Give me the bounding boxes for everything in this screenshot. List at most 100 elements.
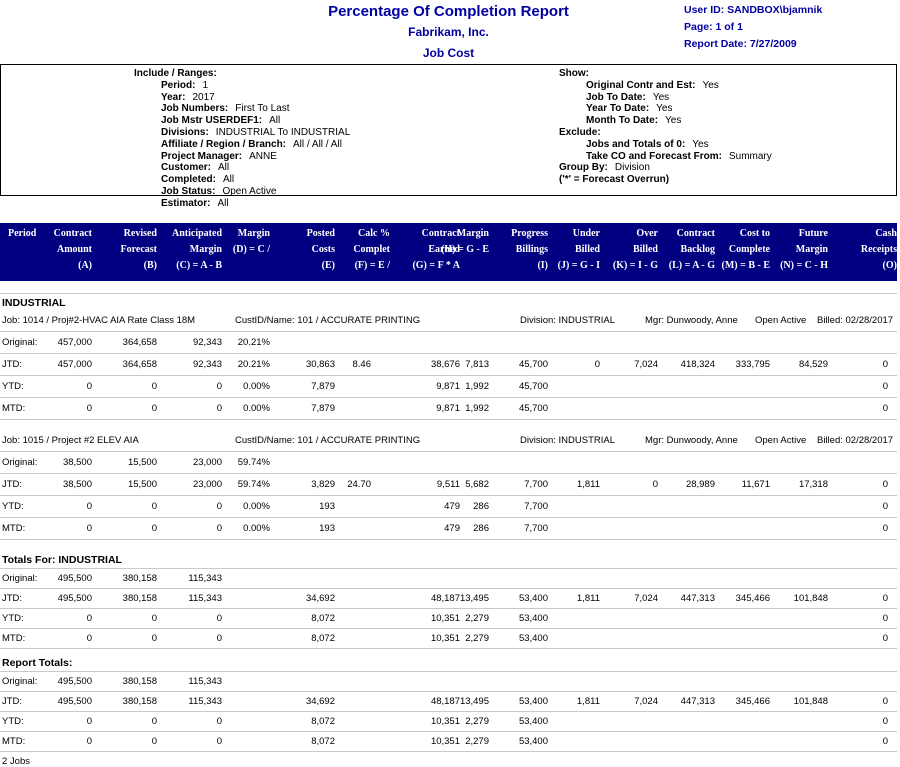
include-ranges-section: Include / Ranges: Period: 1 Year: 2017 Job Nu… xyxy=(134,68,350,210)
data-cell: 2,279 xyxy=(465,736,489,747)
job-info-field: Job: 1014 / Proj#2-HVAC AIA Rate Class 1… xyxy=(2,315,196,326)
row-label: JTD: xyxy=(2,696,23,707)
column-header: Over Billed (K) = I - G xyxy=(613,226,658,274)
data-cell: 495,500 xyxy=(57,676,92,687)
data-cell: 0.00% xyxy=(243,523,270,534)
column-header-line: Posted xyxy=(306,228,335,239)
data-cell: 0 xyxy=(216,736,222,747)
job-count-footer: 2 Jobs xyxy=(2,756,30,767)
data-cell: 8,072 xyxy=(311,633,335,644)
option-value: Division xyxy=(614,162,650,174)
data-cell: 0 xyxy=(216,501,222,512)
data-cell: 13,495 xyxy=(459,696,489,707)
data-cell: 495,500 xyxy=(57,593,92,604)
option-row: Show: xyxy=(559,68,772,80)
option-label: Completed: xyxy=(161,174,216,186)
data-cell: 0 xyxy=(151,633,157,644)
option-value: Open Active xyxy=(222,185,277,197)
column-header: Contract Earned (G) = F * A xyxy=(412,226,460,274)
totals-block: Totals For: INDUSTRIAL Original: 495,500 38… xyxy=(0,552,897,649)
column-header-line: Revised xyxy=(123,228,157,239)
option-row: Divisions: INDUSTRIAL To INDUSTRIAL xyxy=(134,127,350,139)
data-cell: 48,187 xyxy=(430,696,460,707)
option-label: Job Mstr USERDEF1: xyxy=(161,115,263,127)
data-cell: 345,466 xyxy=(735,696,770,707)
option-label: Estimator: xyxy=(161,197,211,209)
column-header: Cost to Complete (M) = B - E xyxy=(722,226,770,274)
data-cell: 115,343 xyxy=(188,696,222,707)
column-header-line: Cash xyxy=(875,228,897,239)
data-cell: 2,279 xyxy=(465,633,489,644)
option-row: Include / Ranges: xyxy=(134,68,350,80)
data-cell: 0 xyxy=(151,716,157,727)
option-row: Year: 2017 xyxy=(134,92,350,104)
data-cell: 3,829 xyxy=(311,479,335,490)
option-value: All xyxy=(218,162,230,174)
data-row: MTD: 0 0 0 8,072 10,351 2,279 53,400 0 xyxy=(0,629,897,649)
data-cell: 286 xyxy=(473,523,489,534)
option-label: Original Contr and Est: xyxy=(586,79,696,91)
data-row: JTD: 495,500 380,158 115,343 34,692 48,187 13,… xyxy=(0,692,897,712)
row-label: Original: xyxy=(2,573,38,584)
job-info-row: Job: 1014 / Proj#2-HVAC AIA Rate Class 1… xyxy=(0,310,897,332)
column-header-line: Complet xyxy=(353,244,390,255)
data-row: YTD: 0 0 0 8,072 10,351 2,279 53,400 0 xyxy=(0,609,897,629)
division-heading: INDUSTRIAL xyxy=(2,297,66,309)
job-info-field: CustID/Name: 101 / ACCURATE PRINTING xyxy=(235,315,421,326)
data-cell: 101,848 xyxy=(793,696,828,707)
data-cell: 5,682 xyxy=(465,479,489,490)
data-cell: 286 xyxy=(473,501,489,512)
column-header-line: (H) = G - E xyxy=(441,244,489,255)
job-info-field: Open Active xyxy=(755,315,807,326)
data-cell: 10,351 xyxy=(430,613,460,624)
option-row: Affiliate / Region / Branch: All / All / … xyxy=(134,139,350,151)
row-label: MTD: xyxy=(2,736,26,747)
data-cell: 38,500 xyxy=(62,479,92,490)
column-header: Anticipated Margin (C) = A - B xyxy=(172,226,222,274)
data-cell: 10,351 xyxy=(430,633,460,644)
column-header-line: (D) = C / xyxy=(232,244,270,255)
page-number: Page: 1 of 1 xyxy=(684,21,743,33)
data-row: YTD: 0 0 0 8,072 10,351 2,279 53,400 0 xyxy=(0,712,897,732)
column-header: Under Billed (J) = G - I xyxy=(558,226,600,274)
column-header-line: (I) xyxy=(537,260,548,271)
data-cell: 20.21% xyxy=(237,337,270,348)
column-header-line: (O) xyxy=(882,260,897,271)
option-label: Period: xyxy=(161,79,196,91)
data-cell: 115,343 xyxy=(188,593,222,604)
option-label: Take CO and Forecast From: xyxy=(586,150,722,162)
data-cell: 0 xyxy=(86,716,92,727)
data-cell: 7,879 xyxy=(311,381,335,392)
data-row: JTD: 495,500 380,158 115,343 34,692 48,187 13,… xyxy=(0,589,897,609)
data-cell: 193 xyxy=(319,501,335,512)
row-label: YTD: xyxy=(2,716,24,727)
option-row: Group By: Division xyxy=(559,162,772,174)
option-value: Summary xyxy=(728,150,772,162)
data-cell: 447,313 xyxy=(680,696,715,707)
column-header-line xyxy=(233,258,270,274)
data-cell: 380,158 xyxy=(122,696,157,707)
option-value: 1 xyxy=(202,79,209,91)
data-cell: 0 xyxy=(882,593,888,604)
option-label: ('*' = Forecast Overrun) xyxy=(559,174,670,186)
data-cell: 0 xyxy=(882,736,888,747)
data-cell: 333,795 xyxy=(735,359,770,370)
data-cell: 53,400 xyxy=(518,716,548,727)
data-cell: 23,000 xyxy=(192,479,222,490)
column-header-line: Contract xyxy=(676,228,715,239)
column-header-line: (N) = C - H xyxy=(780,260,828,271)
data-cell: 7,024 xyxy=(634,359,658,370)
column-header-line: Billed xyxy=(632,244,658,255)
user-id: User ID: SANDBOX\bjamnik xyxy=(684,4,823,16)
row-label: Original: xyxy=(2,676,38,687)
job-info-field: Job: 1015 / Project #2 ELEV AIA xyxy=(2,435,139,446)
data-cell: 479 xyxy=(444,501,460,512)
data-cell: 0 xyxy=(151,501,157,512)
data-cell: 1,992 xyxy=(465,403,489,414)
option-value: All xyxy=(217,197,229,209)
data-cell: 0 xyxy=(86,736,92,747)
job-info-field: Mgr: Dunwoody, Anne xyxy=(645,435,738,446)
report-titles: Percentage Of Completion Report Fabrikam… xyxy=(0,0,897,60)
data-cell: 0 xyxy=(882,359,888,370)
data-cell: 34,692 xyxy=(305,696,335,707)
